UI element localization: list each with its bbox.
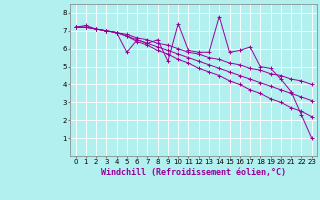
X-axis label: Windchill (Refroidissement éolien,°C): Windchill (Refroidissement éolien,°C)	[101, 168, 286, 177]
